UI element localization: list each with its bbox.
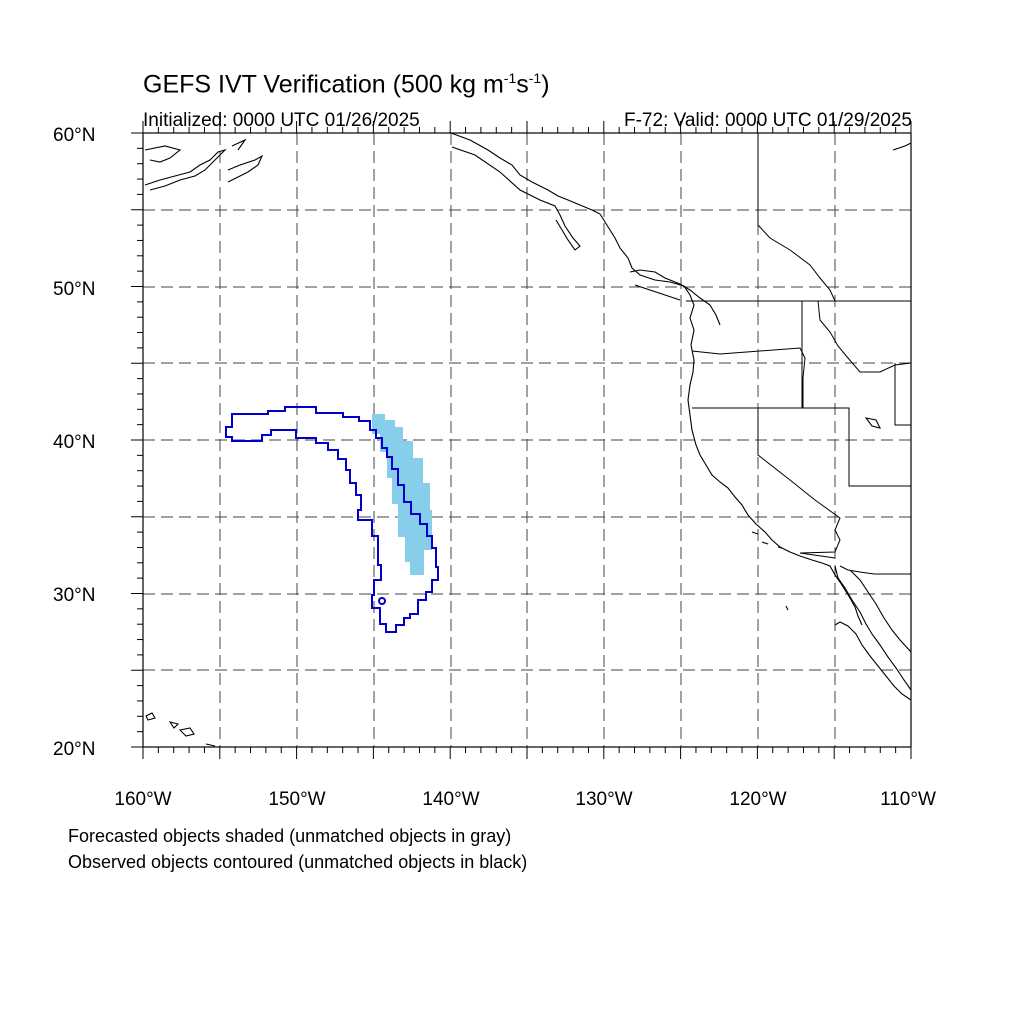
coastlines: [144, 132, 912, 747]
observed-object-contour: [225, 406, 439, 633]
lat-label-40: 40°N: [53, 432, 95, 453]
observed-object-small: [378, 597, 386, 605]
observed-note: Observed objects contoured (unmatched ob…: [68, 852, 528, 872]
lon-label-110: 110°W: [880, 789, 936, 810]
lat-label-30: 30°N: [53, 585, 95, 606]
lon-label-120: 120°W: [729, 789, 786, 810]
valid-time: F-72: Valid: 0000 UTC 01/29/2025: [624, 110, 912, 131]
lon-label-140: 140°W: [422, 789, 479, 810]
initialized-time: Initialized: 0000 UTC 01/26/2025: [143, 110, 420, 131]
tick-marks: [131, 121, 912, 759]
lon-label-150: 150°W: [268, 789, 325, 810]
lat-label-60: 60°N: [53, 125, 95, 146]
lat-label-20: 20°N: [53, 739, 95, 760]
map-title: GEFS IVT Verification (500 kg m-1s-1): [143, 70, 550, 99]
lat-label-50: 50°N: [53, 279, 95, 300]
lon-label-130: 130°W: [575, 789, 632, 810]
borders: [686, 133, 912, 559]
lon-label-160: 160°W: [114, 789, 171, 810]
forecast-note: Forecasted objects shaded (unmatched obj…: [68, 826, 512, 846]
